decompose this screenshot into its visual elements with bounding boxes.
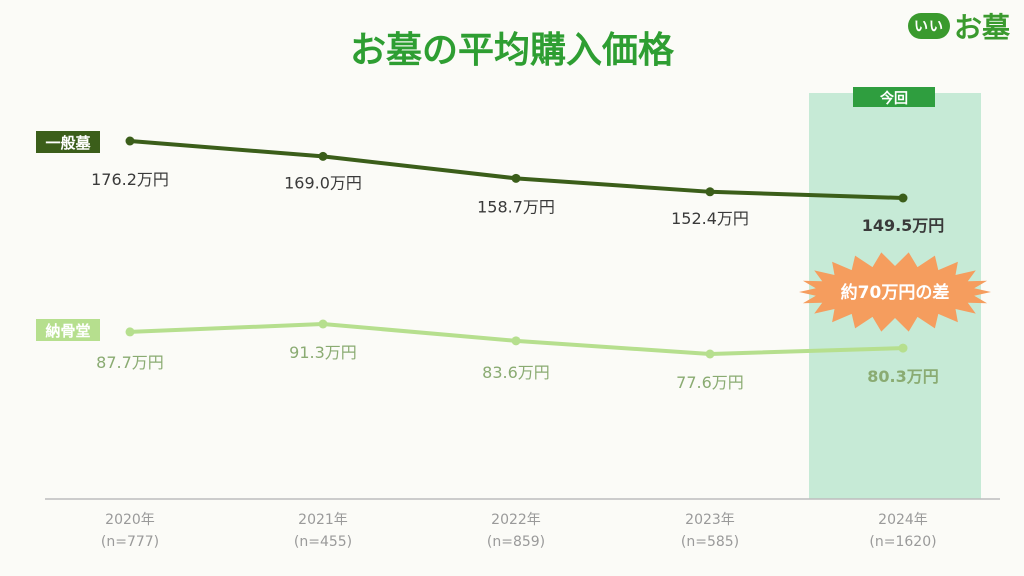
brand-logo-text: お墓 <box>953 11 1010 44</box>
x-tick-year-1: 2020年 <box>105 512 155 528</box>
x-tick-year-5: 2024年 <box>878 512 928 528</box>
data-label-1-5: 149.5万円 <box>862 216 945 235</box>
x-tick-year-3: 2022年 <box>491 512 541 528</box>
series-legend-label-2: 納骨堂 <box>45 322 90 340</box>
data-point-2-3 <box>511 336 521 346</box>
x-tick-labels: 2020年 (n=777) 2021年 (n=455) 2022年 (n=859) 2023… <box>101 512 937 550</box>
data-point-2-1 <box>125 327 135 337</box>
callout-burst-shape <box>799 252 991 332</box>
series-legend-label-1: 一般墓 <box>45 134 91 152</box>
callout-label: 約70万円の差 <box>841 282 950 303</box>
series-legend-box-2 <box>36 319 100 341</box>
data-label-2-3: 83.6万円 <box>482 363 550 382</box>
data-point-2-4 <box>705 349 715 359</box>
data-point-1-5 <box>898 193 908 203</box>
brand-logo-badge: いい <box>907 13 950 39</box>
data-label-1-3: 158.7万円 <box>477 197 555 216</box>
x-tick-sample-3: (n=859) <box>487 534 545 550</box>
data-label-2-4: 77.6万円 <box>676 373 744 392</box>
series-legend-1: 一般墓 <box>36 131 100 153</box>
data-point-2-5 <box>898 343 908 353</box>
brand-logo[interactable]: いい お墓 <box>907 6 1010 46</box>
data-label-2-2: 91.3万円 <box>289 343 357 362</box>
series-1: 176.2万円 169.0万円 158.7万円 152.4万円 149.5万円 <box>91 136 945 235</box>
x-tick-year-4: 2023年 <box>685 512 735 528</box>
data-label-1-4: 152.4万円 <box>671 209 749 228</box>
data-point-2-2 <box>318 319 328 329</box>
data-point-1-4 <box>705 187 715 197</box>
series-2: 87.7万円 91.3万円 83.6万円 77.6万円 80.3万円 <box>96 319 939 392</box>
x-tick-sample-5: (n=1620) <box>869 534 936 550</box>
x-tick-sample-1: (n=777) <box>101 534 159 550</box>
x-tick-sample-2: (n=455) <box>294 534 352 550</box>
data-label-1-1: 176.2万円 <box>91 170 169 189</box>
series-line-1 <box>128 139 905 200</box>
x-tick-sample-4: (n=585) <box>681 534 739 550</box>
data-label-2-1: 87.7万円 <box>96 353 164 372</box>
chart-title: お墓の平均購入価格 <box>350 30 675 71</box>
series-legend-2: 納骨堂 <box>36 319 100 341</box>
highlight-badge-label: 今回 <box>879 90 908 107</box>
series-legend-box-1 <box>36 131 100 153</box>
difference-callout: 約70万円の差 <box>799 252 991 332</box>
data-label-1-2: 169.0万円 <box>284 173 362 192</box>
data-point-1-2 <box>318 151 328 161</box>
highlight-badge-box <box>853 87 935 107</box>
data-point-1-1 <box>125 136 135 146</box>
series-layer: 176.2万円 169.0万円 158.7万円 152.4万円 149.5万円 一般墓 87… <box>36 131 944 392</box>
highlight-badge: 今回 <box>853 87 935 107</box>
x-tick-year-2: 2021年 <box>298 512 348 528</box>
data-label-2-5: 80.3万円 <box>867 367 938 386</box>
data-point-1-3 <box>511 173 521 183</box>
